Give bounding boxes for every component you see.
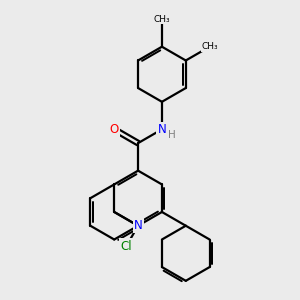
Text: N: N	[134, 219, 142, 232]
Text: O: O	[110, 123, 119, 136]
Text: CH₃: CH₃	[201, 42, 218, 51]
Text: CH₃: CH₃	[154, 15, 170, 24]
Text: Cl: Cl	[121, 239, 132, 253]
Text: N: N	[158, 123, 166, 136]
Text: H: H	[168, 130, 175, 140]
